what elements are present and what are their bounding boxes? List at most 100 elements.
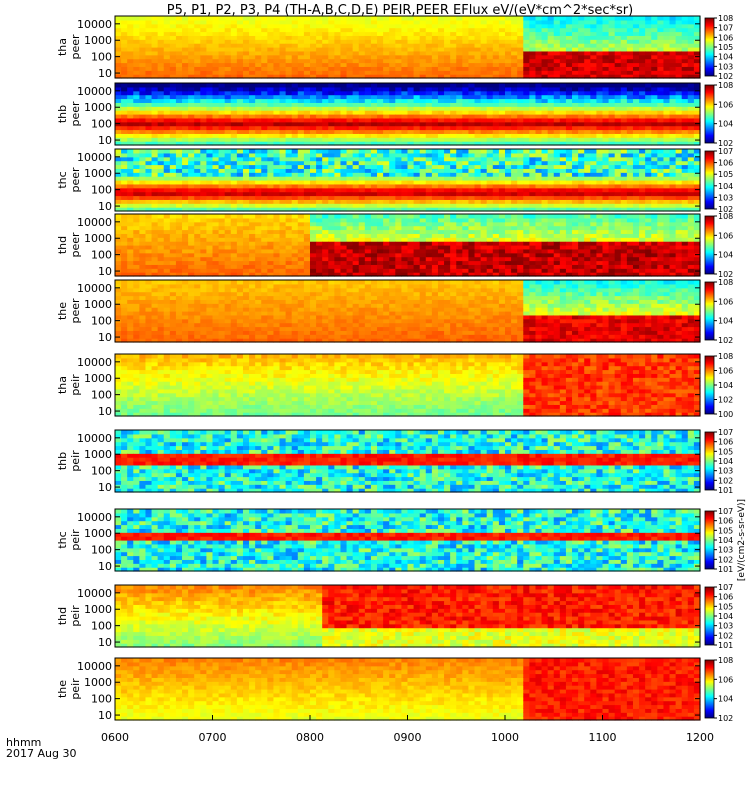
- heatmap-cell: [517, 125, 524, 131]
- heatmap-cell: [322, 195, 329, 200]
- heatmap-cell: [169, 133, 177, 138]
- heatmap-cell: [255, 86, 262, 92]
- heatmap-cell: [230, 149, 238, 154]
- heatmap-cell: [632, 203, 640, 208]
- heatmap-cell: [632, 168, 640, 173]
- heatmap-cell: [157, 43, 165, 48]
- heatmap-cell: [590, 149, 597, 154]
- heatmap-cell: [200, 199, 207, 204]
- heatmap-cell: [169, 106, 177, 111]
- colorbar-tick-label: 106: [718, 33, 733, 42]
- heatmap-cell: [358, 156, 366, 162]
- heatmap-cell: [175, 58, 183, 64]
- heatmap-cell: [340, 121, 348, 127]
- heatmap-cell: [133, 183, 140, 189]
- heatmap-cell: [693, 98, 701, 103]
- heatmap-cell: [188, 217, 195, 223]
- heatmap-cell: [267, 106, 275, 111]
- heatmap-cell: [303, 141, 311, 146]
- heatmap-cell: [614, 86, 622, 92]
- heatmap-cell: [590, 156, 597, 162]
- heatmap-cell: [389, 86, 396, 92]
- heatmap-cell: [541, 90, 549, 96]
- heatmap-cell: [505, 129, 512, 134]
- heatmap-cell: [480, 203, 488, 208]
- heatmap-cell: [523, 133, 530, 138]
- heatmap-cell: [431, 106, 439, 111]
- heatmap-cell: [175, 187, 183, 193]
- heatmap-cell: [322, 16, 329, 21]
- heatmap-cell: [285, 180, 293, 185]
- heatmap-cell: [413, 141, 421, 146]
- heatmap-cell: [474, 66, 482, 71]
- heatmap-cell: [535, 31, 543, 36]
- heatmap-cell: [620, 58, 628, 64]
- heatmap-cell: [395, 58, 402, 64]
- heatmap-cell: [486, 27, 494, 33]
- heatmap-cell: [255, 23, 262, 29]
- heatmap-cell: [492, 199, 500, 204]
- heatmap-cell: [602, 152, 610, 158]
- heatmap-cell: [565, 152, 573, 158]
- heatmap-cell: [572, 35, 579, 40]
- heatmap-cell: [620, 70, 628, 75]
- heatmap-cell: [578, 133, 585, 138]
- heatmap-cell: [437, 74, 445, 79]
- heatmap-cell: [565, 74, 573, 79]
- heatmap-cell: [206, 241, 214, 246]
- heatmap-cell: [230, 199, 238, 204]
- heatmap-cell: [242, 160, 250, 166]
- heatmap-cell: [212, 233, 220, 238]
- heatmap-cell: [462, 54, 470, 60]
- heatmap-cell: [474, 117, 482, 123]
- heatmap-cell: [377, 27, 384, 33]
- heatmap-cell: [547, 152, 555, 158]
- heatmap-cell: [492, 152, 500, 158]
- heatmap-cell: [437, 187, 445, 193]
- heatmap-cell: [498, 180, 506, 185]
- heatmap-cell: [175, 245, 183, 250]
- heatmap-cell: [437, 58, 445, 64]
- heatmap-cell: [425, 195, 433, 200]
- heatmap-cell: [175, 43, 183, 48]
- heatmap-cell: [267, 19, 275, 25]
- chart-title: P5, P1, P2, P3, P4 (TH-A,B,C,D,E) PEIR,P…: [167, 3, 633, 18]
- heatmap-cell: [370, 74, 378, 79]
- heatmap-cell: [151, 252, 159, 258]
- heatmap-cell: [236, 35, 244, 40]
- heatmap-cell: [352, 195, 360, 200]
- heatmap-cell: [194, 83, 201, 88]
- heatmap-cell: [450, 86, 457, 92]
- heatmap-cell: [517, 66, 524, 71]
- heatmap-cell: [267, 31, 275, 36]
- heatmap-cell: [511, 66, 518, 71]
- heatmap-cell: [340, 62, 348, 67]
- heatmap-cell: [675, 121, 683, 127]
- heatmap-cell: [626, 70, 634, 75]
- heatmap-cell: [608, 141, 616, 146]
- heatmap-cell: [651, 16, 658, 21]
- heatmap-cell: [632, 160, 640, 166]
- heatmap-cell: [450, 39, 457, 44]
- heatmap-cell: [145, 229, 153, 234]
- heatmap-cell: [632, 43, 640, 48]
- heatmap-cell: [255, 83, 262, 88]
- heatmap-cell: [151, 16, 159, 21]
- heatmap-cell: [242, 133, 250, 138]
- heatmap-cell: [505, 191, 512, 197]
- heatmap-cell: [261, 102, 268, 107]
- heatmap-cell: [663, 203, 671, 208]
- heatmap-cell: [200, 160, 207, 166]
- heatmap-cell: [200, 35, 207, 40]
- heatmap-cell: [157, 62, 165, 67]
- heatmap-cell: [255, 149, 262, 154]
- heatmap-cell: [340, 160, 348, 166]
- heatmap-cell: [285, 172, 293, 177]
- heatmap-cell: [303, 137, 311, 142]
- heatmap-cell: [468, 39, 476, 44]
- heatmap-cell: [505, 133, 512, 138]
- heatmap-cell: [547, 106, 555, 111]
- heatmap-cell: [608, 58, 616, 64]
- heatmap-cell: [401, 152, 409, 158]
- heatmap-cell: [596, 137, 604, 142]
